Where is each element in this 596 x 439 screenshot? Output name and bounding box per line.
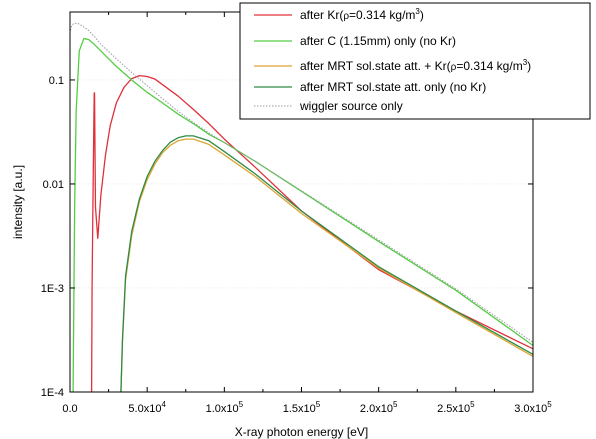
legend: after Kr(ρ=0.314 kg/m3) after C (1.15mm) …: [239, 2, 591, 120]
legend-label-5: wiggler source only: [299, 99, 403, 113]
y-tick-label: 0.01: [43, 179, 64, 191]
x-tick-label: 1.0x105: [206, 400, 244, 415]
axis-ticks: 0.0 5.0x104 1.0x105 1.5x105 2.0x105 2.5x105 3.…: [41, 12, 552, 415]
x-axis-label: X-ray photon energy [eV]: [235, 425, 368, 439]
legend-label-2: after C (1.15mm) only (no Kr): [300, 34, 456, 48]
x-tick-label: 2.0x105: [360, 400, 398, 415]
y-tick-label: 1E-4: [41, 387, 64, 399]
x-tick-label: 0.0: [62, 403, 77, 415]
series-line-1: [90, 74, 533, 392]
legend-label-3: after MRT sol.state att. + Kr(ρ=0.314 kg…: [300, 58, 531, 73]
series-line-3: [120, 138, 533, 392]
legend-label-4: after MRT sol.state att. only (no Kr): [300, 80, 486, 94]
x-tick-label: 2.5x105: [437, 400, 475, 415]
legend-label-1: after Kr(ρ=0.314 kg/m3): [300, 7, 424, 22]
series-line-4: [120, 135, 533, 392]
legend-box: [239, 2, 591, 120]
y-axis-label: intensity [a.u.]: [11, 165, 25, 239]
series-layer: [70, 22, 533, 392]
y-tick-label: 1E-3: [41, 283, 64, 295]
series-line-5: [70, 22, 533, 343]
x-tick-label: 3.0x105: [514, 400, 552, 415]
x-tick-label: 1.5x105: [283, 400, 321, 415]
x-tick-label: 5.0x104: [128, 400, 166, 415]
y-tick-label: 0.1: [49, 75, 64, 87]
